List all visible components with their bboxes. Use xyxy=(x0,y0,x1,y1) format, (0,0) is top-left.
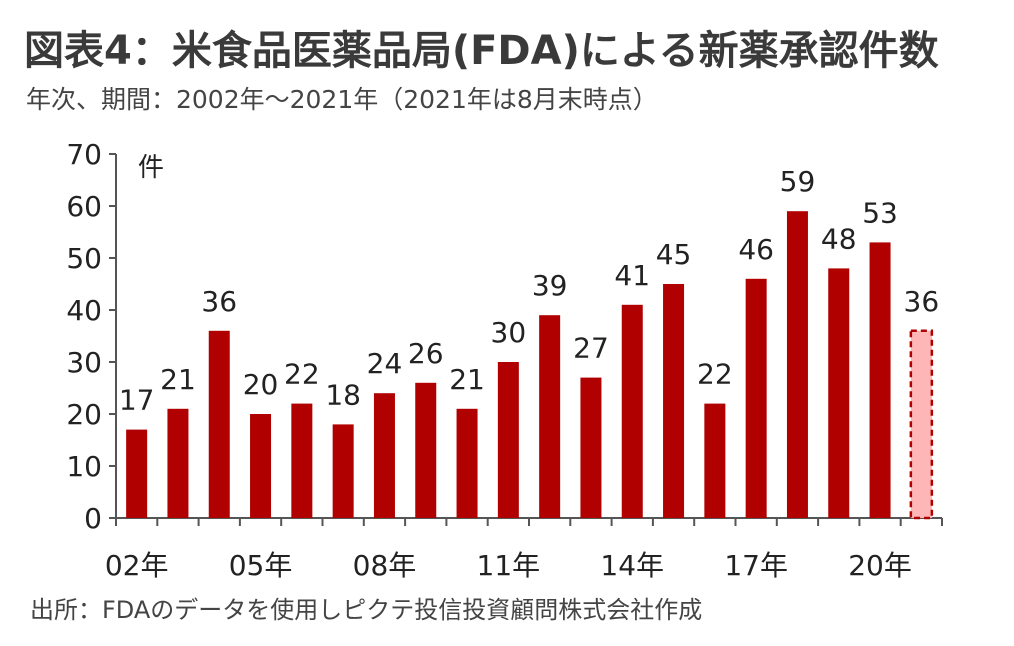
source-note: 出所：FDAのデータを使用しピクテ投信投資顧問株式会社作成 xyxy=(30,596,703,624)
bar xyxy=(208,330,230,518)
data-label: 22 xyxy=(284,358,320,391)
bar xyxy=(663,284,685,518)
data-label: 46 xyxy=(738,233,774,266)
data-label: 17 xyxy=(119,384,155,417)
y-tick-label: 0 xyxy=(84,502,102,535)
data-label: 22 xyxy=(697,358,733,391)
data-label: 36 xyxy=(904,285,940,318)
data-label: 36 xyxy=(201,285,237,318)
chart-title: 図表4：米食品医薬品局(FDA)による新薬承認件数 xyxy=(24,28,939,74)
data-label: 30 xyxy=(491,316,527,349)
y-tick-label: 50 xyxy=(66,242,102,275)
bar xyxy=(497,362,519,518)
x-tick-label: 08年 xyxy=(353,549,417,582)
x-tick-label: 17年 xyxy=(724,549,788,582)
data-label: 20 xyxy=(243,368,279,401)
data-label: 45 xyxy=(656,238,692,271)
data-label: 24 xyxy=(367,347,403,380)
x-tick-label: 20年 xyxy=(848,549,912,582)
bar xyxy=(126,429,148,518)
x-tick-label: 02年 xyxy=(105,549,169,582)
bar xyxy=(167,408,189,518)
y-tick-label: 60 xyxy=(66,190,102,223)
data-label: 41 xyxy=(614,259,650,292)
y-unit-label: 件 xyxy=(138,153,164,183)
y-tick-label: 70 xyxy=(66,138,102,171)
bar xyxy=(250,414,272,518)
chart-subtitle: 年次、期間：2002年～2021年（2021年は8月末時点） xyxy=(26,85,658,114)
data-label: 21 xyxy=(160,363,196,396)
bar xyxy=(580,377,602,518)
bar xyxy=(539,315,561,518)
bar xyxy=(332,424,354,518)
x-tick-label: 05年 xyxy=(229,549,293,582)
bar xyxy=(415,382,437,518)
data-label: 21 xyxy=(449,363,485,396)
y-tick-label: 20 xyxy=(66,398,102,431)
data-label: 39 xyxy=(532,269,568,302)
y-tick-label: 40 xyxy=(66,294,102,327)
data-label: 26 xyxy=(408,337,444,370)
bar xyxy=(621,304,643,518)
x-tick-label: 14年 xyxy=(600,549,664,582)
bar xyxy=(291,403,313,518)
data-label: 18 xyxy=(325,378,361,411)
bar xyxy=(869,242,891,518)
bar xyxy=(456,408,478,518)
data-label: 59 xyxy=(780,165,816,198)
data-label: 53 xyxy=(862,196,898,229)
bar xyxy=(828,268,850,518)
x-tick-label: 11年 xyxy=(477,549,541,582)
data-label: 27 xyxy=(573,332,609,365)
bar xyxy=(909,329,934,520)
bar xyxy=(745,278,767,518)
bar xyxy=(704,403,726,518)
bar xyxy=(373,393,395,518)
data-label: 48 xyxy=(821,222,857,255)
bar xyxy=(786,211,808,518)
y-tick-label: 10 xyxy=(66,450,102,483)
y-tick-label: 30 xyxy=(66,346,102,379)
